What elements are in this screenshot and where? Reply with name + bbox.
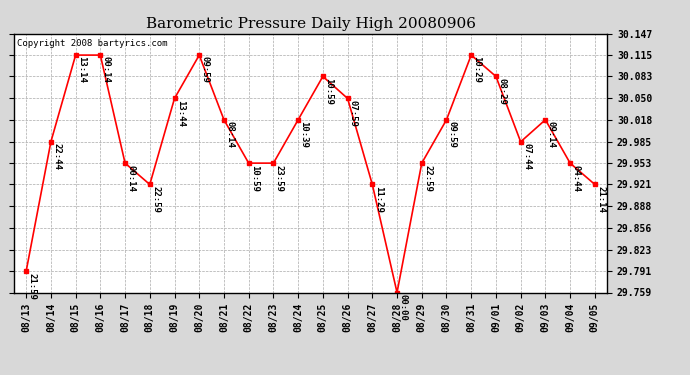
Title: Barometric Pressure Daily High 20080906: Barometric Pressure Daily High 20080906	[146, 17, 475, 31]
Text: 22:59: 22:59	[151, 186, 160, 213]
Text: 00:14: 00:14	[126, 165, 135, 191]
Text: Copyright 2008 bartyrics.com: Copyright 2008 bartyrics.com	[17, 39, 167, 48]
Text: 09:59: 09:59	[201, 57, 210, 83]
Text: 23:59: 23:59	[275, 165, 284, 191]
Text: 21:59: 21:59	[28, 273, 37, 299]
Text: 00:00: 00:00	[398, 294, 407, 321]
Text: 04:44: 04:44	[571, 165, 580, 191]
Text: 10:39: 10:39	[299, 121, 308, 148]
Text: 00:14: 00:14	[101, 57, 110, 83]
Text: 11:29: 11:29	[374, 186, 383, 213]
Text: 13:44: 13:44	[176, 100, 185, 127]
Text: 21:14: 21:14	[596, 186, 605, 213]
Text: 09:14: 09:14	[546, 121, 555, 148]
Text: 10:29: 10:29	[473, 57, 482, 83]
Text: 08:14: 08:14	[226, 121, 235, 148]
Text: 22:44: 22:44	[52, 143, 61, 170]
Text: 10:59: 10:59	[250, 165, 259, 191]
Text: 22:59: 22:59	[423, 165, 432, 191]
Text: 08:29: 08:29	[497, 78, 506, 105]
Text: 10:59: 10:59	[324, 78, 333, 105]
Text: 13:14: 13:14	[77, 57, 86, 83]
Text: 07:59: 07:59	[349, 100, 358, 127]
Text: 07:44: 07:44	[522, 143, 531, 170]
Text: 09:59: 09:59	[448, 121, 457, 148]
